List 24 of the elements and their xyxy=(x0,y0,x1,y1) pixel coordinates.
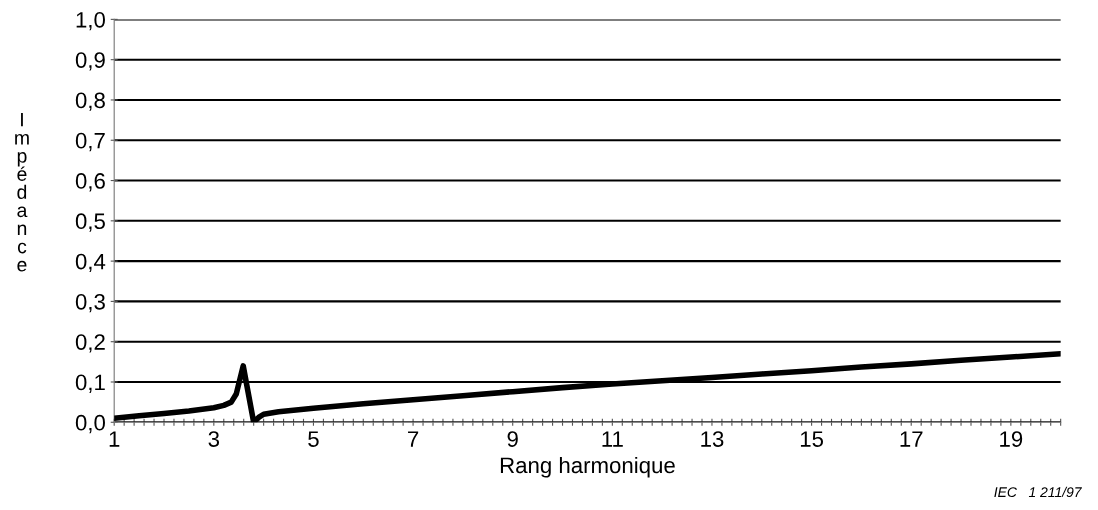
y-tick-label: 1,0 xyxy=(76,11,105,31)
x-tick-label: 5 xyxy=(308,431,319,447)
x-tick-label: 1 xyxy=(109,431,120,447)
x-tick-label: 9 xyxy=(507,431,518,447)
x-tick-label: 19 xyxy=(1000,431,1023,447)
y-tick-label: 0,8 xyxy=(75,92,105,111)
y-tick-label: 0,5 xyxy=(75,213,105,232)
y-tick-label: 0,4 xyxy=(75,253,106,273)
y-tick-label: 0,0 xyxy=(75,414,105,434)
text: IEC 1 211/97 xyxy=(994,486,1082,498)
x-tick-label: 15 xyxy=(800,431,824,447)
x-tick-label: 13 xyxy=(701,431,724,447)
y-tick-label: 0,3 xyxy=(75,293,105,313)
x-tick-label: 3 xyxy=(208,431,220,447)
x-tick-label: 17 xyxy=(900,431,923,447)
text: Impédance xyxy=(15,112,29,272)
x-axis-title: Rang harmonique xyxy=(500,456,675,478)
y-tick-label: 0,9 xyxy=(75,52,105,71)
y-tick-label: 0,2 xyxy=(75,334,105,353)
x-tick-label: 7 xyxy=(408,431,419,447)
y-tick-label: 0,7 xyxy=(75,132,105,152)
y-tick-label: 0,6 xyxy=(75,173,105,192)
y-tick-label: 0,1 xyxy=(75,374,105,393)
x-tick-label: 11 xyxy=(602,431,623,447)
